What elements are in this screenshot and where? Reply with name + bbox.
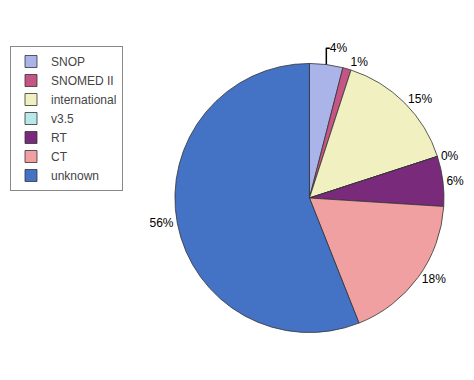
svg-text:15%: 15% bbox=[408, 92, 432, 106]
svg-text:international: international bbox=[51, 93, 116, 107]
svg-text:unknown: unknown bbox=[51, 169, 99, 183]
svg-text:4%: 4% bbox=[330, 41, 348, 55]
svg-text:RT: RT bbox=[51, 131, 67, 145]
svg-text:0%: 0% bbox=[441, 149, 459, 163]
svg-text:SNOP: SNOP bbox=[51, 55, 85, 69]
svg-text:1%: 1% bbox=[350, 55, 368, 69]
svg-text:CT: CT bbox=[51, 150, 68, 164]
svg-text:56%: 56% bbox=[149, 216, 173, 230]
svg-text:v3.5: v3.5 bbox=[51, 112, 74, 126]
svg-text:6%: 6% bbox=[446, 174, 464, 188]
svg-text:SNOMED II: SNOMED II bbox=[51, 74, 114, 88]
svg-text:18%: 18% bbox=[422, 272, 446, 286]
